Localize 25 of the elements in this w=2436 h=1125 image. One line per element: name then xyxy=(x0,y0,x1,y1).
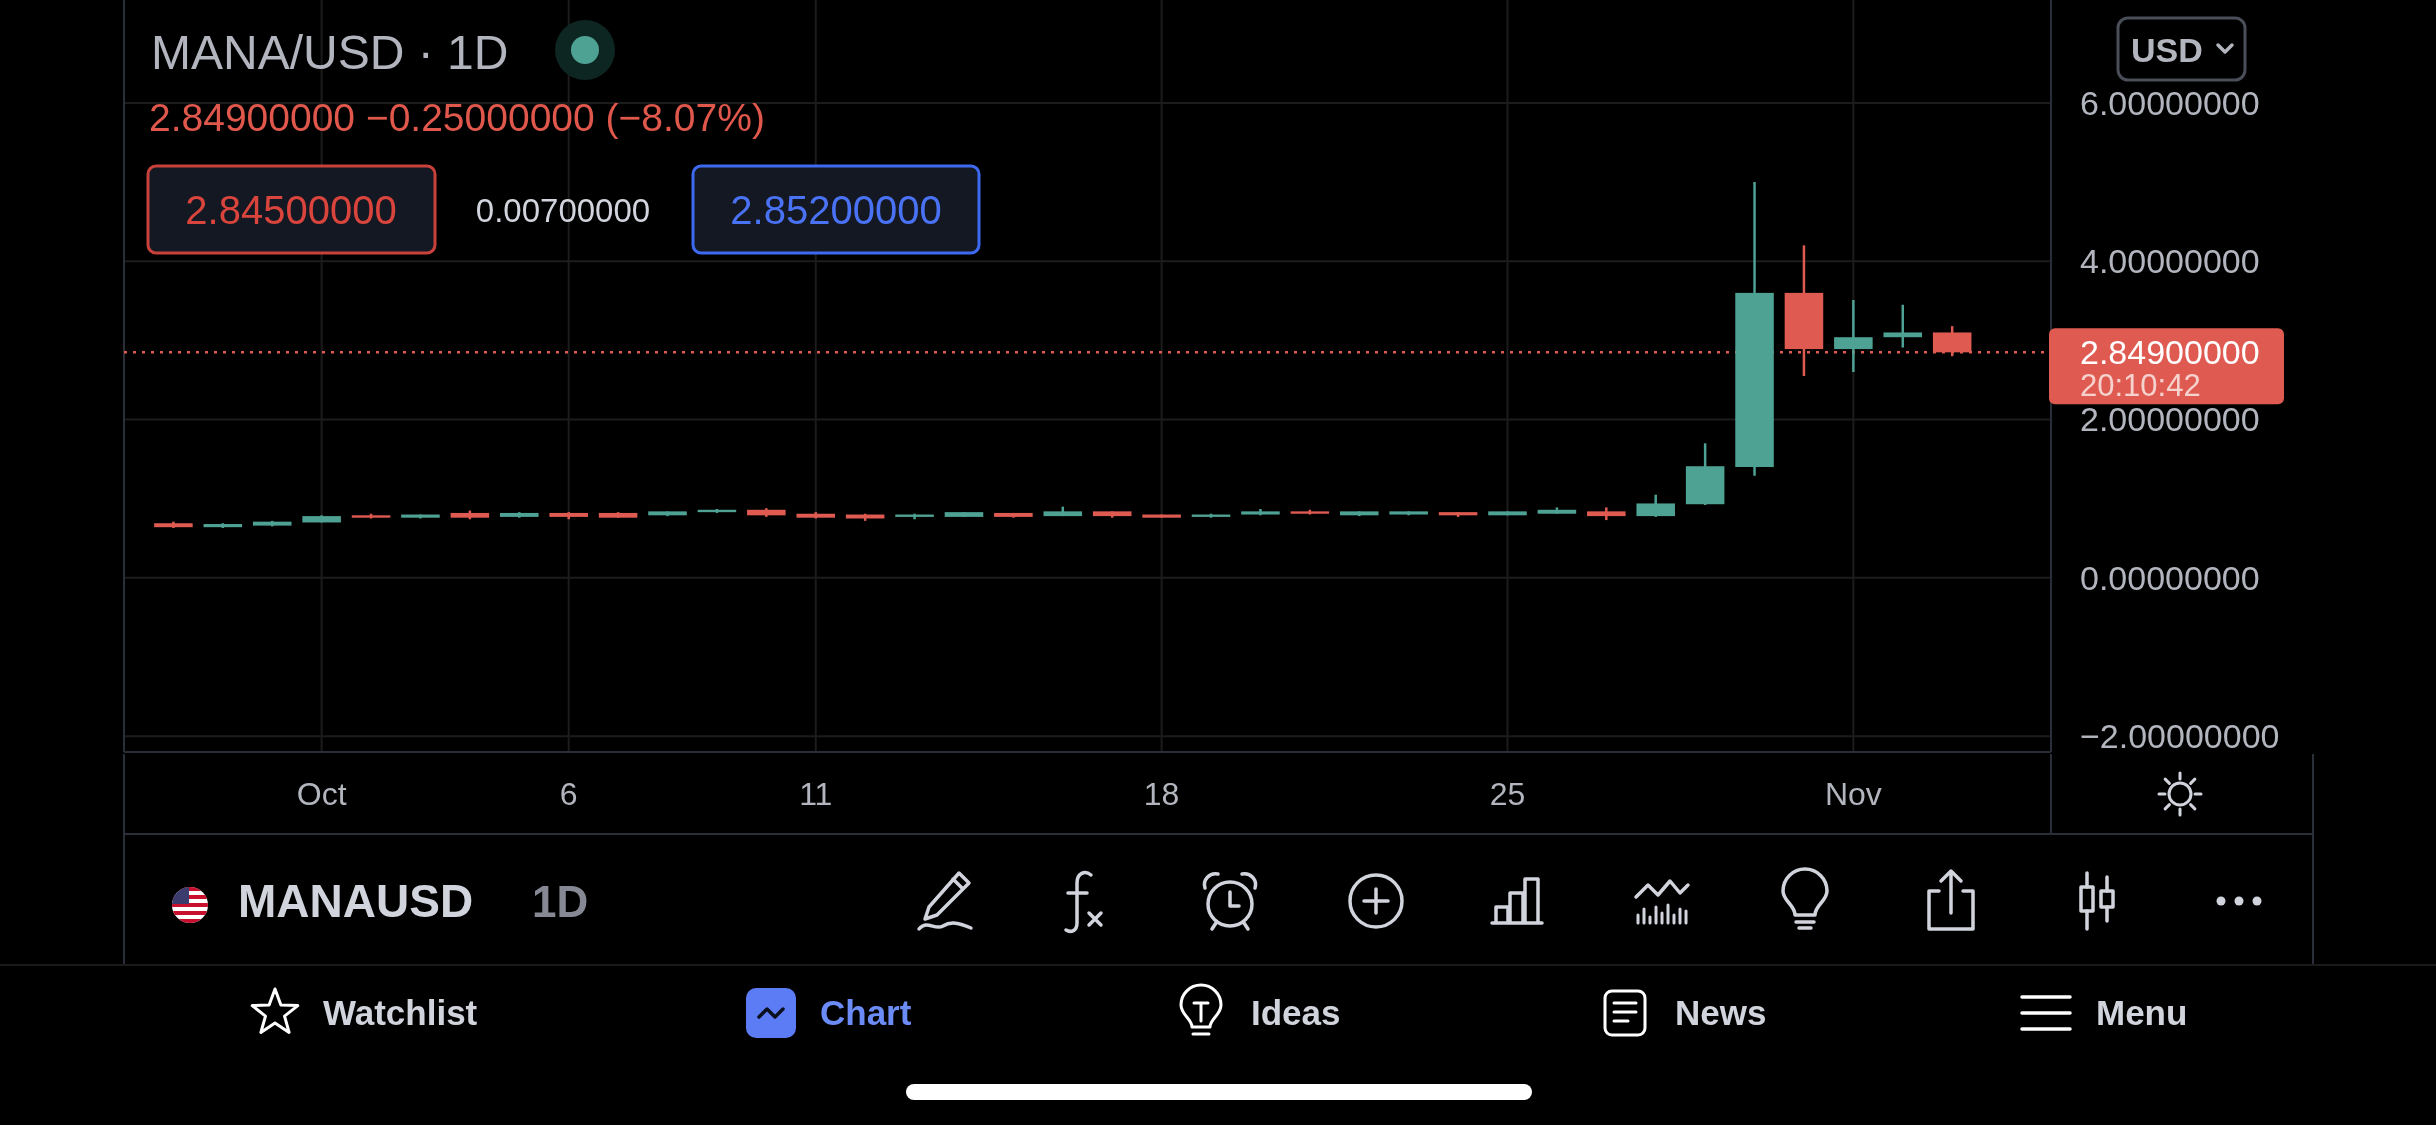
x-tick-label: Nov xyxy=(1824,776,1882,813)
text: 1D xyxy=(532,877,589,926)
candlestick xyxy=(1883,303,1923,349)
text: Chart xyxy=(820,993,912,1032)
annotation: 2.85200000 xyxy=(730,188,942,232)
text: Ideas xyxy=(1251,993,1341,1032)
x-tick-label: Oct xyxy=(296,776,347,813)
text: USD xyxy=(2131,31,2203,69)
x-tick-label: 11 xyxy=(799,776,833,813)
y-tick-label: 6.00000000 xyxy=(2080,83,2260,122)
x-tick-label: 18 xyxy=(1143,776,1180,813)
text: Menu xyxy=(2096,993,2188,1032)
candlestick xyxy=(1834,298,1873,374)
text: News xyxy=(1675,993,1767,1032)
y-tick-label: −2.00000000 xyxy=(2080,717,2280,756)
text: Watchlist xyxy=(323,993,478,1032)
text: MANA/USD · 1D xyxy=(151,26,509,79)
y-tick-label: 0.00000000 xyxy=(2080,558,2260,597)
y-tick-label: 4.00000000 xyxy=(2080,242,2260,281)
x-tick-label: 25 xyxy=(1489,776,1526,813)
text: MANAUSD xyxy=(238,875,474,927)
annotation: 0.00700000 xyxy=(475,192,651,229)
text: 2.84900000 −0.25000000 (−8.07%) xyxy=(149,96,765,139)
annotation: 2.84500000 xyxy=(185,188,397,232)
x-tick-label: 6 xyxy=(559,776,578,813)
